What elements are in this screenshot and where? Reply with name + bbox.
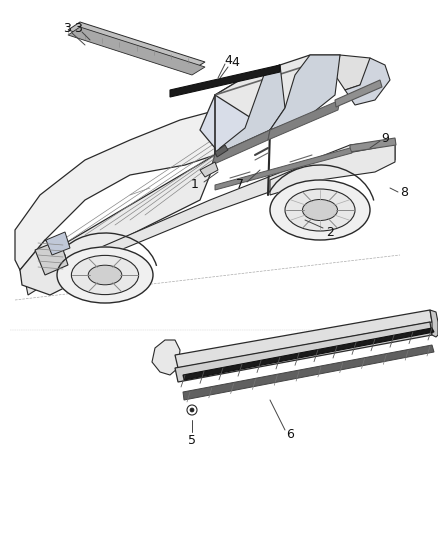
Polygon shape	[215, 65, 285, 155]
Text: 6: 6	[286, 429, 294, 441]
Polygon shape	[15, 108, 255, 270]
Text: 4: 4	[224, 53, 232, 67]
Polygon shape	[212, 130, 270, 165]
Polygon shape	[270, 140, 395, 195]
Polygon shape	[20, 155, 215, 280]
Polygon shape	[270, 55, 340, 130]
Text: 3: 3	[63, 21, 71, 35]
Text: 9: 9	[381, 132, 389, 144]
Polygon shape	[345, 58, 390, 105]
Text: 1: 1	[191, 179, 199, 191]
Ellipse shape	[303, 199, 338, 221]
Polygon shape	[170, 65, 280, 97]
Polygon shape	[25, 140, 395, 295]
Ellipse shape	[270, 180, 370, 240]
Text: 5: 5	[188, 433, 196, 447]
Polygon shape	[350, 138, 396, 152]
Ellipse shape	[57, 247, 153, 303]
Polygon shape	[68, 22, 205, 70]
Text: 8: 8	[400, 185, 408, 198]
Text: 4: 4	[231, 55, 239, 69]
Text: 7: 7	[236, 179, 244, 191]
Polygon shape	[215, 148, 352, 190]
Polygon shape	[152, 340, 180, 375]
Polygon shape	[215, 55, 345, 130]
Polygon shape	[335, 55, 375, 90]
Polygon shape	[46, 232, 70, 255]
Ellipse shape	[190, 408, 194, 412]
Polygon shape	[200, 162, 218, 177]
Polygon shape	[35, 240, 68, 275]
Text: 2: 2	[326, 225, 334, 238]
Polygon shape	[68, 27, 205, 75]
Ellipse shape	[187, 405, 197, 415]
Polygon shape	[175, 322, 432, 382]
Polygon shape	[175, 310, 432, 368]
Ellipse shape	[285, 189, 355, 231]
Text: 3: 3	[74, 21, 82, 35]
Polygon shape	[335, 80, 382, 107]
Polygon shape	[268, 100, 340, 140]
Ellipse shape	[71, 255, 138, 295]
Polygon shape	[215, 145, 228, 157]
Polygon shape	[183, 345, 434, 400]
Polygon shape	[200, 65, 285, 155]
Polygon shape	[430, 310, 438, 337]
Ellipse shape	[88, 265, 122, 285]
Polygon shape	[20, 240, 70, 295]
Polygon shape	[183, 328, 434, 380]
